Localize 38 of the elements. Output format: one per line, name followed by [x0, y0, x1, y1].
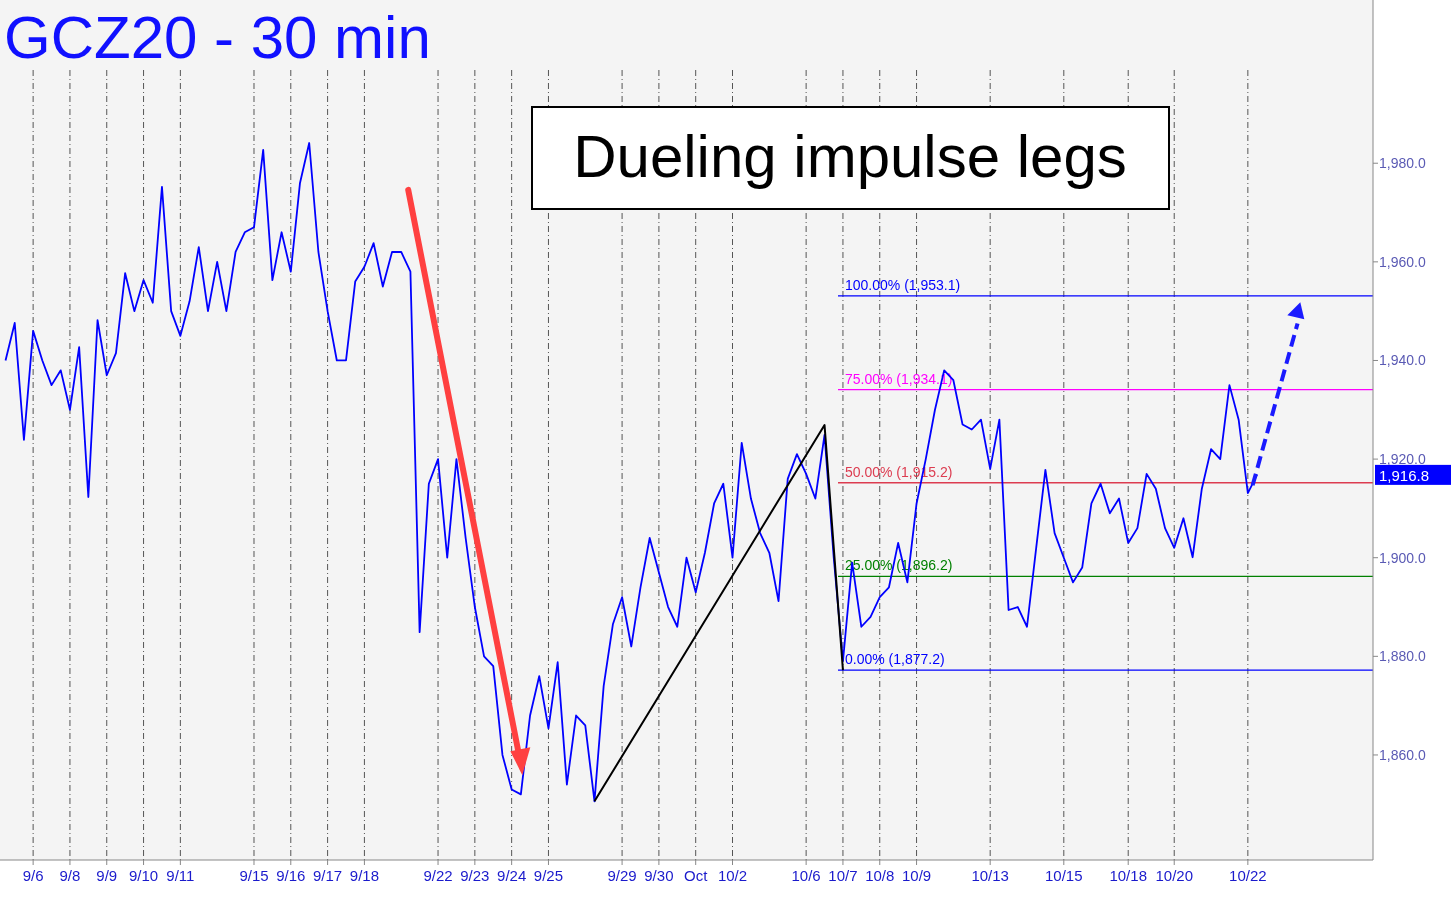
- x-tick-label: 9/29: [607, 867, 637, 884]
- chart-title: GCZ20 - 30 min: [4, 4, 431, 71]
- x-tick-label: 9/25: [533, 867, 564, 884]
- ref-line-label: 0.00% (1,877.2): [845, 651, 945, 668]
- x-tick-label: 9/10: [128, 867, 159, 884]
- x-tick-label: 9/16: [276, 867, 306, 884]
- text: 1,916.8: [1379, 466, 1430, 484]
- y-tick-label: 1,860.0: [1379, 746, 1426, 763]
- x-tick-label: 9/23: [460, 867, 490, 884]
- x-tick-label: 9/9: [96, 867, 118, 884]
- x-tick-label: 10/22: [1229, 867, 1267, 884]
- x-tick-label: 10/15: [1045, 867, 1083, 884]
- x-tick-label: 9/15: [239, 867, 269, 884]
- x-tick-label: Oct: [684, 867, 709, 884]
- x-tick-label: 10/13: [971, 867, 1009, 884]
- x-tick-label: 9/17: [313, 867, 343, 884]
- x-tick-label: 10/9: [901, 867, 932, 884]
- x-tick-label: 9/18: [349, 867, 380, 884]
- x-tick-label: 9/30: [644, 867, 674, 884]
- x-tick-label: 9/8: [59, 867, 81, 884]
- x-tick-label: 10/8: [865, 867, 895, 884]
- y-tick-label: 1,980.0: [1379, 155, 1426, 172]
- y-tick-label: 1,880.0: [1379, 648, 1426, 665]
- x-tick-label: 10/6: [791, 867, 821, 884]
- y-tick-label: 1,940.0: [1379, 352, 1426, 369]
- annotation: Dueling impulse legs: [573, 123, 1127, 190]
- x-tick-label: 9/22: [423, 867, 453, 884]
- ref-line-label: 100.00% (1,953.1): [845, 276, 961, 293]
- x-tick-label: 9/24: [497, 867, 527, 884]
- x-tick-label: 9/11: [166, 867, 195, 884]
- y-tick-label: 1,960.0: [1379, 253, 1426, 270]
- x-tick-label: 10/18: [1109, 867, 1147, 884]
- y-tick-label: 1,920.0: [1379, 451, 1426, 468]
- y-tick-label: 1,900.0: [1379, 549, 1426, 566]
- x-tick-label: 10/20: [1155, 867, 1193, 884]
- x-tick-label: 10/2: [717, 867, 748, 884]
- x-tick-label: 9/6: [22, 867, 44, 884]
- x-tick-label: 10/7: [828, 867, 858, 884]
